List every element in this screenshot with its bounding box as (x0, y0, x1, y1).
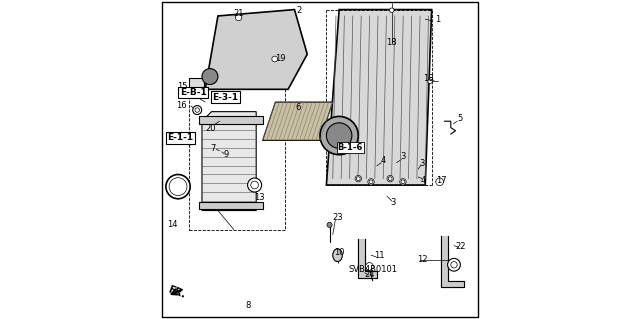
Polygon shape (205, 10, 307, 89)
Circle shape (236, 14, 242, 21)
Text: 23: 23 (332, 213, 343, 222)
Circle shape (202, 69, 218, 85)
Bar (199, 116, 262, 124)
Text: 24: 24 (364, 271, 374, 279)
Text: 3: 3 (419, 159, 425, 168)
Text: 2: 2 (297, 6, 302, 15)
Circle shape (166, 174, 190, 199)
Text: 18: 18 (423, 74, 434, 83)
Text: B-1-6: B-1-6 (337, 143, 363, 152)
Circle shape (451, 262, 457, 268)
Text: 19: 19 (275, 54, 286, 63)
Ellipse shape (333, 249, 342, 262)
Text: 4: 4 (421, 176, 426, 185)
Circle shape (195, 108, 200, 112)
Circle shape (400, 179, 406, 185)
Circle shape (369, 180, 373, 184)
Bar (189, 78, 204, 96)
Circle shape (272, 56, 278, 62)
Circle shape (356, 177, 360, 181)
Text: 9: 9 (223, 150, 228, 159)
Circle shape (251, 181, 259, 189)
Circle shape (368, 179, 374, 185)
Circle shape (387, 175, 394, 182)
Circle shape (326, 123, 352, 148)
Circle shape (390, 8, 394, 12)
Circle shape (401, 180, 405, 184)
Text: 3: 3 (390, 198, 396, 207)
Circle shape (327, 222, 332, 227)
Circle shape (388, 177, 392, 181)
Text: 22: 22 (455, 242, 466, 251)
Text: 18: 18 (387, 38, 397, 47)
Text: 16: 16 (177, 101, 187, 110)
Text: 3: 3 (400, 152, 406, 161)
Text: 14: 14 (168, 220, 178, 229)
Circle shape (365, 263, 373, 270)
Text: E-3-1: E-3-1 (212, 93, 239, 102)
Circle shape (193, 106, 202, 115)
Circle shape (447, 258, 460, 271)
Text: 1: 1 (435, 15, 440, 24)
Text: 6: 6 (295, 103, 300, 112)
Circle shape (320, 116, 358, 155)
Text: E-B-1: E-B-1 (180, 88, 206, 97)
Polygon shape (202, 112, 256, 211)
Text: 5: 5 (458, 114, 463, 123)
Polygon shape (326, 10, 431, 185)
Text: 11: 11 (374, 251, 384, 260)
Text: 13: 13 (254, 193, 265, 202)
Text: SVB4B0101: SVB4B0101 (349, 265, 397, 274)
Circle shape (169, 178, 187, 196)
Text: 7: 7 (211, 144, 216, 153)
Text: 10: 10 (334, 248, 344, 257)
Bar (189, 80, 285, 230)
Text: 15: 15 (177, 82, 187, 91)
Text: 12: 12 (417, 255, 428, 263)
Text: 17: 17 (436, 176, 447, 185)
Text: 20: 20 (205, 124, 216, 133)
Bar (199, 202, 262, 209)
Text: 4: 4 (381, 156, 386, 165)
Text: E-1-1: E-1-1 (168, 133, 194, 142)
Polygon shape (358, 239, 378, 278)
Circle shape (436, 178, 444, 186)
Circle shape (428, 79, 432, 84)
Text: 21: 21 (234, 9, 244, 18)
Polygon shape (262, 102, 333, 140)
Text: FR.: FR. (167, 284, 188, 300)
Text: 8: 8 (246, 301, 251, 310)
Circle shape (355, 175, 362, 182)
Polygon shape (441, 236, 463, 287)
Circle shape (248, 178, 262, 192)
